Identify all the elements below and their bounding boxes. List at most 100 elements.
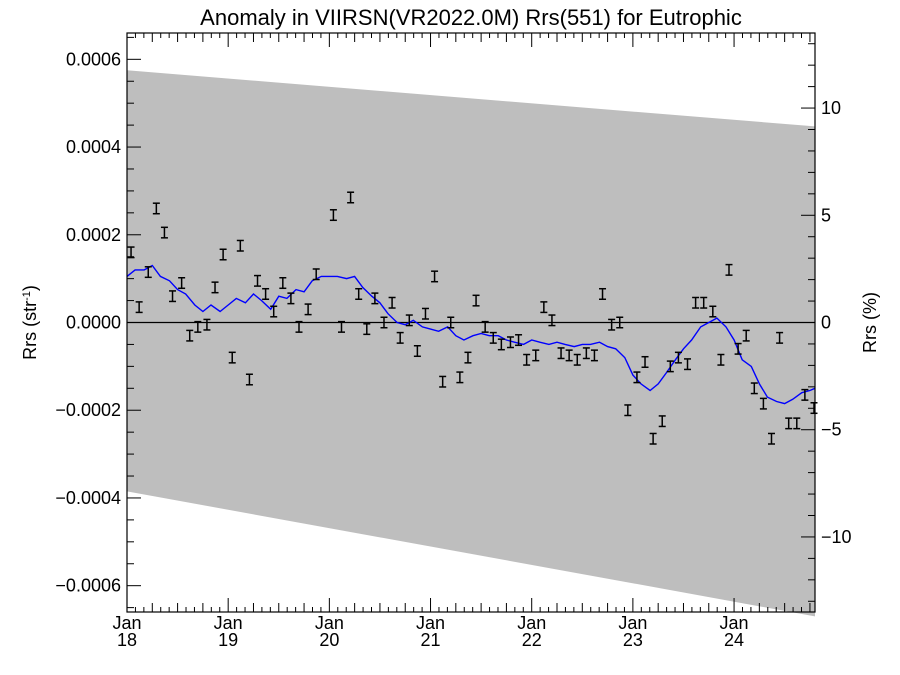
data-point <box>127 246 135 259</box>
data-point <box>178 277 186 290</box>
data-point <box>725 263 733 276</box>
data-point <box>776 331 784 344</box>
x-tick-label-year: 18 <box>117 630 137 650</box>
data-point <box>742 329 750 342</box>
data-point <box>431 270 439 283</box>
data-point <box>211 281 219 294</box>
data-point <box>633 371 641 384</box>
data-point <box>767 432 775 445</box>
data-point <box>160 226 168 239</box>
data-point <box>287 292 295 305</box>
data-point <box>532 349 540 362</box>
y-tick-label: 0.0000 <box>66 313 121 333</box>
x-tick-label-year: 20 <box>319 630 339 650</box>
x-tick-label-month: Jan <box>315 613 344 633</box>
data-point <box>750 382 758 395</box>
data-point <box>194 320 202 333</box>
data-point <box>692 296 700 309</box>
data-point <box>186 329 194 342</box>
data-point <box>464 351 472 364</box>
data-point <box>236 239 244 252</box>
data-point <box>380 316 388 329</box>
data-point <box>347 191 355 204</box>
y-axis-label-left: Rrs (str-1) <box>20 285 40 360</box>
data-point <box>329 209 337 222</box>
y2-tick-label: 0 <box>821 313 831 333</box>
y2-tick-label: 5 <box>821 205 831 225</box>
data-point <box>413 344 421 358</box>
data-point <box>279 277 287 290</box>
data-point <box>481 320 489 333</box>
data-point <box>658 415 666 428</box>
data-point <box>582 347 590 360</box>
data-point <box>573 353 581 366</box>
data-point <box>666 360 674 373</box>
data-point <box>245 373 253 386</box>
data-point <box>590 349 598 362</box>
y2-tick-label: −10 <box>821 527 852 547</box>
data-point <box>254 274 262 287</box>
data-point <box>624 404 632 417</box>
data-point <box>641 355 649 368</box>
data-point <box>717 353 725 366</box>
data-point <box>363 323 371 336</box>
data-point <box>759 397 767 410</box>
data-point <box>152 202 160 215</box>
data-point <box>523 353 531 366</box>
y-tick-label: −0.0004 <box>55 488 121 508</box>
y-tick-label: 0.0002 <box>66 225 121 245</box>
x-tick-label-month: Jan <box>112 613 141 633</box>
data-point <box>228 351 236 364</box>
x-tick-label-month: Jan <box>214 613 243 633</box>
data-point <box>649 432 657 445</box>
y2-tick-label: 10 <box>821 98 841 118</box>
y-tick-label: 0.0004 <box>66 137 121 157</box>
y2-tick-label: −5 <box>821 420 842 440</box>
smooth-line-layer <box>126 264 816 405</box>
data-point <box>144 266 152 279</box>
x-tick-label-month: Jan <box>720 613 749 633</box>
data-point <box>674 351 682 364</box>
data-point <box>312 268 320 281</box>
data-points-layer <box>127 191 818 445</box>
data-point <box>801 388 809 401</box>
data-point <box>793 417 801 430</box>
data-point <box>439 375 447 388</box>
data-point <box>616 316 624 329</box>
data-point <box>515 334 523 347</box>
data-point <box>447 316 455 329</box>
data-point <box>355 287 363 301</box>
data-point <box>421 307 429 320</box>
tick-labels-layer: Jan18Jan19Jan20Jan21Jan22Jan23Jan240.000… <box>55 49 851 650</box>
data-point <box>565 349 573 362</box>
data-point <box>608 318 616 331</box>
data-point <box>396 331 404 344</box>
x-tick-label-year: 23 <box>623 630 643 650</box>
tick-marks-layer <box>126 33 815 612</box>
data-point <box>700 296 708 309</box>
data-point <box>388 296 396 309</box>
data-point <box>709 305 717 318</box>
uncertainty-band-layer <box>127 70 815 617</box>
y-axis-label-left-main: Rrs (str <box>20 301 40 360</box>
data-point <box>456 371 464 384</box>
y-tick-label: −0.0002 <box>55 400 121 420</box>
data-point <box>203 318 211 331</box>
data-point <box>169 290 177 303</box>
data-point <box>270 305 278 318</box>
x-tick-label-year: 22 <box>522 630 542 650</box>
data-point <box>489 331 497 344</box>
x-tick-label-month: Jan <box>416 613 445 633</box>
data-point <box>337 320 345 333</box>
x-tick-label-year: 19 <box>218 630 238 650</box>
data-point <box>371 292 379 305</box>
data-point <box>304 303 312 316</box>
data-point <box>785 417 793 430</box>
x-tick-label-year: 21 <box>421 630 441 650</box>
x-tick-label-month: Jan <box>517 613 546 633</box>
data-point <box>497 338 505 351</box>
data-point <box>734 342 742 355</box>
y-axis-label-left-end: ) <box>20 285 40 291</box>
data-point <box>295 320 303 333</box>
